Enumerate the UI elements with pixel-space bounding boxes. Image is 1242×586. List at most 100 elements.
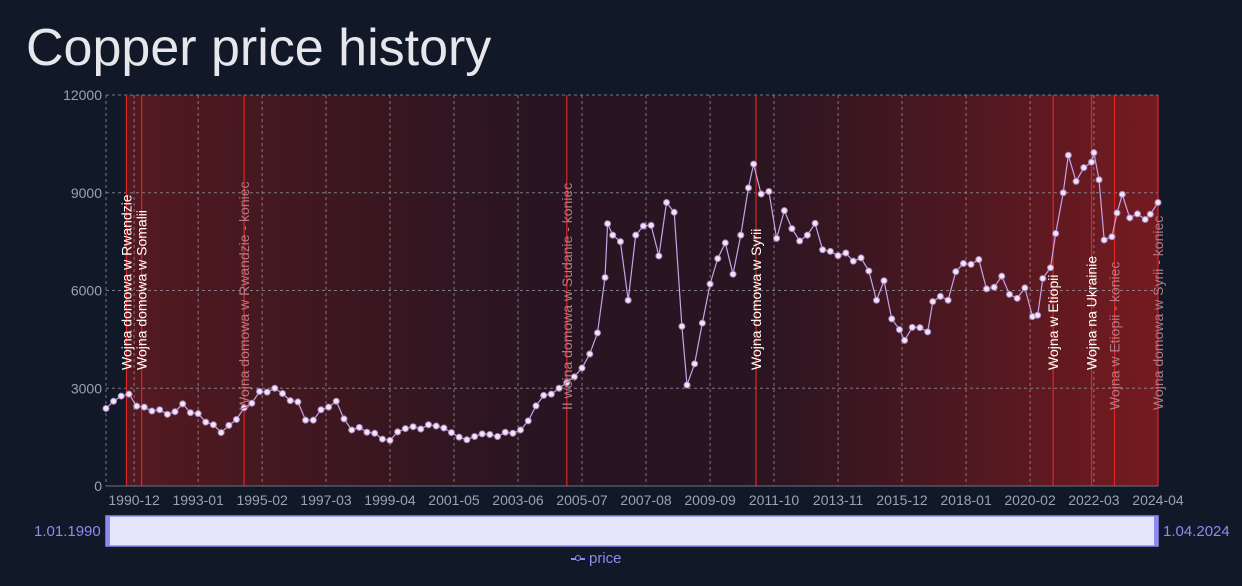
data-point [294,398,302,406]
y-tick-label: 12000 [63,87,102,103]
data-point [586,350,594,358]
chart-title: Copper price history [26,19,492,77]
data-point [371,429,379,437]
data-point [494,432,502,440]
legend[interactable]: price [571,550,622,567]
data-point [967,260,975,268]
data-point [908,323,916,331]
data-point [248,399,256,407]
data-point [256,388,264,396]
data-point [209,421,217,429]
data-point [125,390,133,398]
data-point [471,432,479,440]
data-point [532,402,540,410]
data-point [156,406,164,414]
data-point [1047,264,1055,272]
x-tick-label: 2003-06 [492,492,544,508]
event-label: Wojna w Etiopii [1045,275,1061,370]
event-label: Wojna domowa w Syrii - koniec [1150,216,1166,410]
data-point [309,416,317,424]
data-point [737,231,745,239]
data-point [834,252,842,260]
data-point [1052,229,1060,237]
data-point [1100,236,1108,244]
data-point [286,397,294,405]
data-point [509,429,517,437]
data-point [811,219,819,227]
data-point [647,221,655,229]
data-point [929,298,937,306]
event-label: Wojna domowa w Somalii [134,210,150,370]
data-point [1088,158,1096,166]
data-point [975,256,983,264]
data-point [455,433,463,441]
data-point [570,373,578,381]
data-point [1059,189,1067,197]
event-label: Wojna domowa w Rwandzie - koniec [236,181,252,410]
data-point [340,415,348,423]
data-point [849,257,857,265]
data-point [1013,294,1021,302]
data-point [417,425,425,433]
series-price[interactable] [102,149,1162,444]
data-point [1113,209,1121,217]
data-point [639,222,647,230]
data-point [217,429,225,437]
data-point [1080,164,1088,172]
data-point [240,404,248,412]
data-point [325,403,333,411]
y-tick-label: 6000 [71,283,102,299]
data-point [1133,210,1141,218]
x-tick-label: 2013-11 [813,492,864,508]
event-label: Wojna domowa w Rwandzie [118,194,134,370]
data-point [202,418,210,426]
data-point [916,324,924,332]
event-label: Wojna domowa w Syrii [748,229,764,370]
data-point [744,184,752,192]
data-point [721,239,729,247]
data-point [604,220,612,228]
data-point [632,231,640,239]
range-start-label: 1.01.1990 [34,523,101,540]
x-tick-label: 2018-01 [940,492,992,508]
data-point [698,319,706,327]
y-tick-label: 3000 [71,380,102,396]
data-point [670,208,678,216]
x-tick-label: 2009-09 [684,492,736,508]
data-point [486,431,494,439]
x-tick-label: 2005-07 [556,492,608,508]
data-point [432,422,440,430]
data-point [363,428,371,436]
range-slider-track [105,515,1159,547]
data-point [888,315,896,323]
event-label: Wojna w Etiopii - koniec [1107,262,1123,410]
range-end-label: 1.04.2024 [1163,523,1230,540]
data-point [148,407,156,415]
data-point [578,364,586,372]
data-point [463,436,471,444]
data-point [110,397,118,405]
data-point [655,252,663,260]
range-slider[interactable] [105,515,1159,547]
data-point [563,379,571,387]
data-point [1118,190,1126,198]
event-label: II wojna domowa w Sudanie - koniec [559,183,575,410]
x-tick-label: 2020-02 [1004,492,1056,508]
data-point [1095,176,1103,184]
data-point [225,421,233,429]
data-point [796,237,804,245]
data-point [983,285,991,293]
data-point [990,283,998,291]
data-point [447,429,455,437]
data-point [302,416,310,424]
data-point [678,322,686,330]
data-point [517,426,525,434]
data-point [317,406,325,414]
axes: 0 3000 6000 9000 12000 1990-12 1993-01 1995-02 1… [63,87,1184,508]
data-point [1021,284,1029,292]
data-point [1126,214,1134,222]
data-point [355,423,363,431]
data-point [1034,311,1042,319]
x-tick-label: 1990-12 [108,492,160,508]
